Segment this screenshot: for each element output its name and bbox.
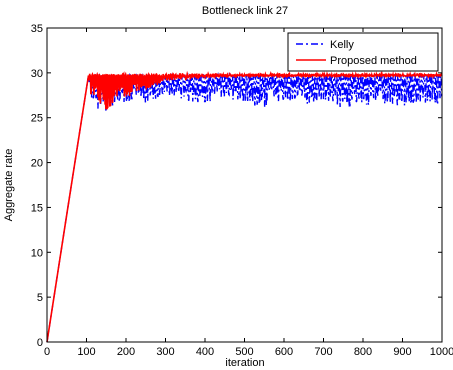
x-tick-label-7: 700	[314, 346, 332, 358]
chart-title: Bottleneck link 27	[202, 5, 288, 17]
y-tick-label-6: 30	[31, 68, 43, 80]
legend-label-0: Kelly	[330, 39, 354, 51]
y-tick-label-3: 15	[31, 202, 43, 214]
y-axis: 0 5 10 15 20 25 30 35	[31, 23, 442, 349]
legend-label-1: Proposed method	[330, 55, 417, 67]
series-layer	[46, 70, 443, 343]
x-tick-label-8: 800	[354, 346, 372, 358]
x-tick-label-6: 600	[275, 346, 293, 358]
x-tick-label-0: 0	[44, 346, 50, 358]
x-tick-label-10: 1000	[430, 346, 453, 358]
y-tick-label-4: 20	[31, 158, 43, 170]
x-tick-label-4: 400	[196, 346, 214, 358]
x-tick-label-9: 900	[393, 346, 411, 358]
legend: Kelly Proposed method	[287, 32, 439, 72]
x-tick-label-3: 300	[156, 346, 174, 358]
legend-box	[287, 32, 439, 72]
y-tick-label-5: 25	[31, 113, 43, 125]
y-axis-label: Aggregate rate	[3, 149, 15, 222]
x-axis-label: iteration	[225, 357, 264, 369]
series-line-1	[46, 70, 443, 343]
x-tick-label-5: 500	[235, 346, 253, 358]
y-tick-label-7: 35	[31, 23, 43, 35]
x-axis: 0 100 200 300 400 500 600 700 800 900 1000	[44, 28, 453, 358]
x-tick-label-1: 100	[77, 346, 95, 358]
y-tick-label-1: 5	[37, 292, 43, 304]
y-tick-label-2: 10	[31, 247, 43, 259]
x-tick-label-2: 200	[117, 346, 135, 358]
y-tick-label-0: 0	[37, 337, 43, 349]
